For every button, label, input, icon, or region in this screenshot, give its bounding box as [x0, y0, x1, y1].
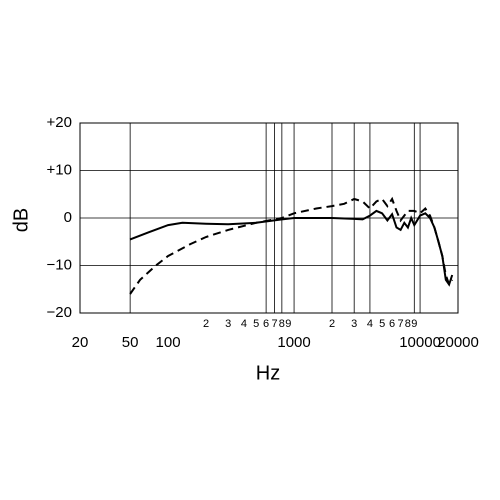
x-minor-tick-label: 8 — [405, 318, 411, 330]
x-tick-label: 1000 — [277, 334, 310, 351]
x-minor-tick-label: 2 — [329, 318, 335, 330]
x-tick-label: 100 — [156, 334, 181, 351]
y-tick-label: 0 — [64, 209, 72, 226]
y-tick-label: +20 — [47, 114, 72, 131]
x-minor-tick-label: 8 — [279, 318, 285, 330]
x-tick-label: 20 — [72, 334, 89, 351]
x-tick-label: 20000 — [437, 334, 479, 351]
x-minor-tick-label: 3 — [225, 318, 231, 330]
x-minor-tick-label: 6 — [389, 318, 395, 330]
x-minor-tick-label: 7 — [271, 318, 277, 330]
y-tick-label: −10 — [47, 256, 72, 273]
y-axis-title: dB — [10, 208, 32, 232]
x-minor-tick-label: 2 — [203, 318, 209, 330]
x-minor-tick-label: 9 — [411, 318, 417, 330]
x-minor-tick-label: 9 — [285, 318, 291, 330]
series-line — [129, 196, 454, 295]
x-minor-tick-label: 4 — [241, 318, 247, 330]
x-minor-tick-label: 3 — [351, 318, 357, 330]
x-minor-tick-label: 5 — [379, 318, 385, 330]
x-axis-title: Hz — [256, 362, 280, 384]
x-minor-tick-label: 4 — [367, 318, 373, 330]
series-line — [129, 209, 454, 287]
x-tick-label: 10000 — [399, 334, 441, 351]
y-tick-label: +10 — [47, 161, 72, 178]
x-minor-tick-label: 6 — [263, 318, 269, 330]
x-minor-tick-label: 5 — [253, 318, 259, 330]
x-tick-label: 50 — [122, 334, 139, 351]
y-tick-label: −20 — [47, 304, 72, 321]
x-minor-tick-label: 7 — [397, 318, 403, 330]
